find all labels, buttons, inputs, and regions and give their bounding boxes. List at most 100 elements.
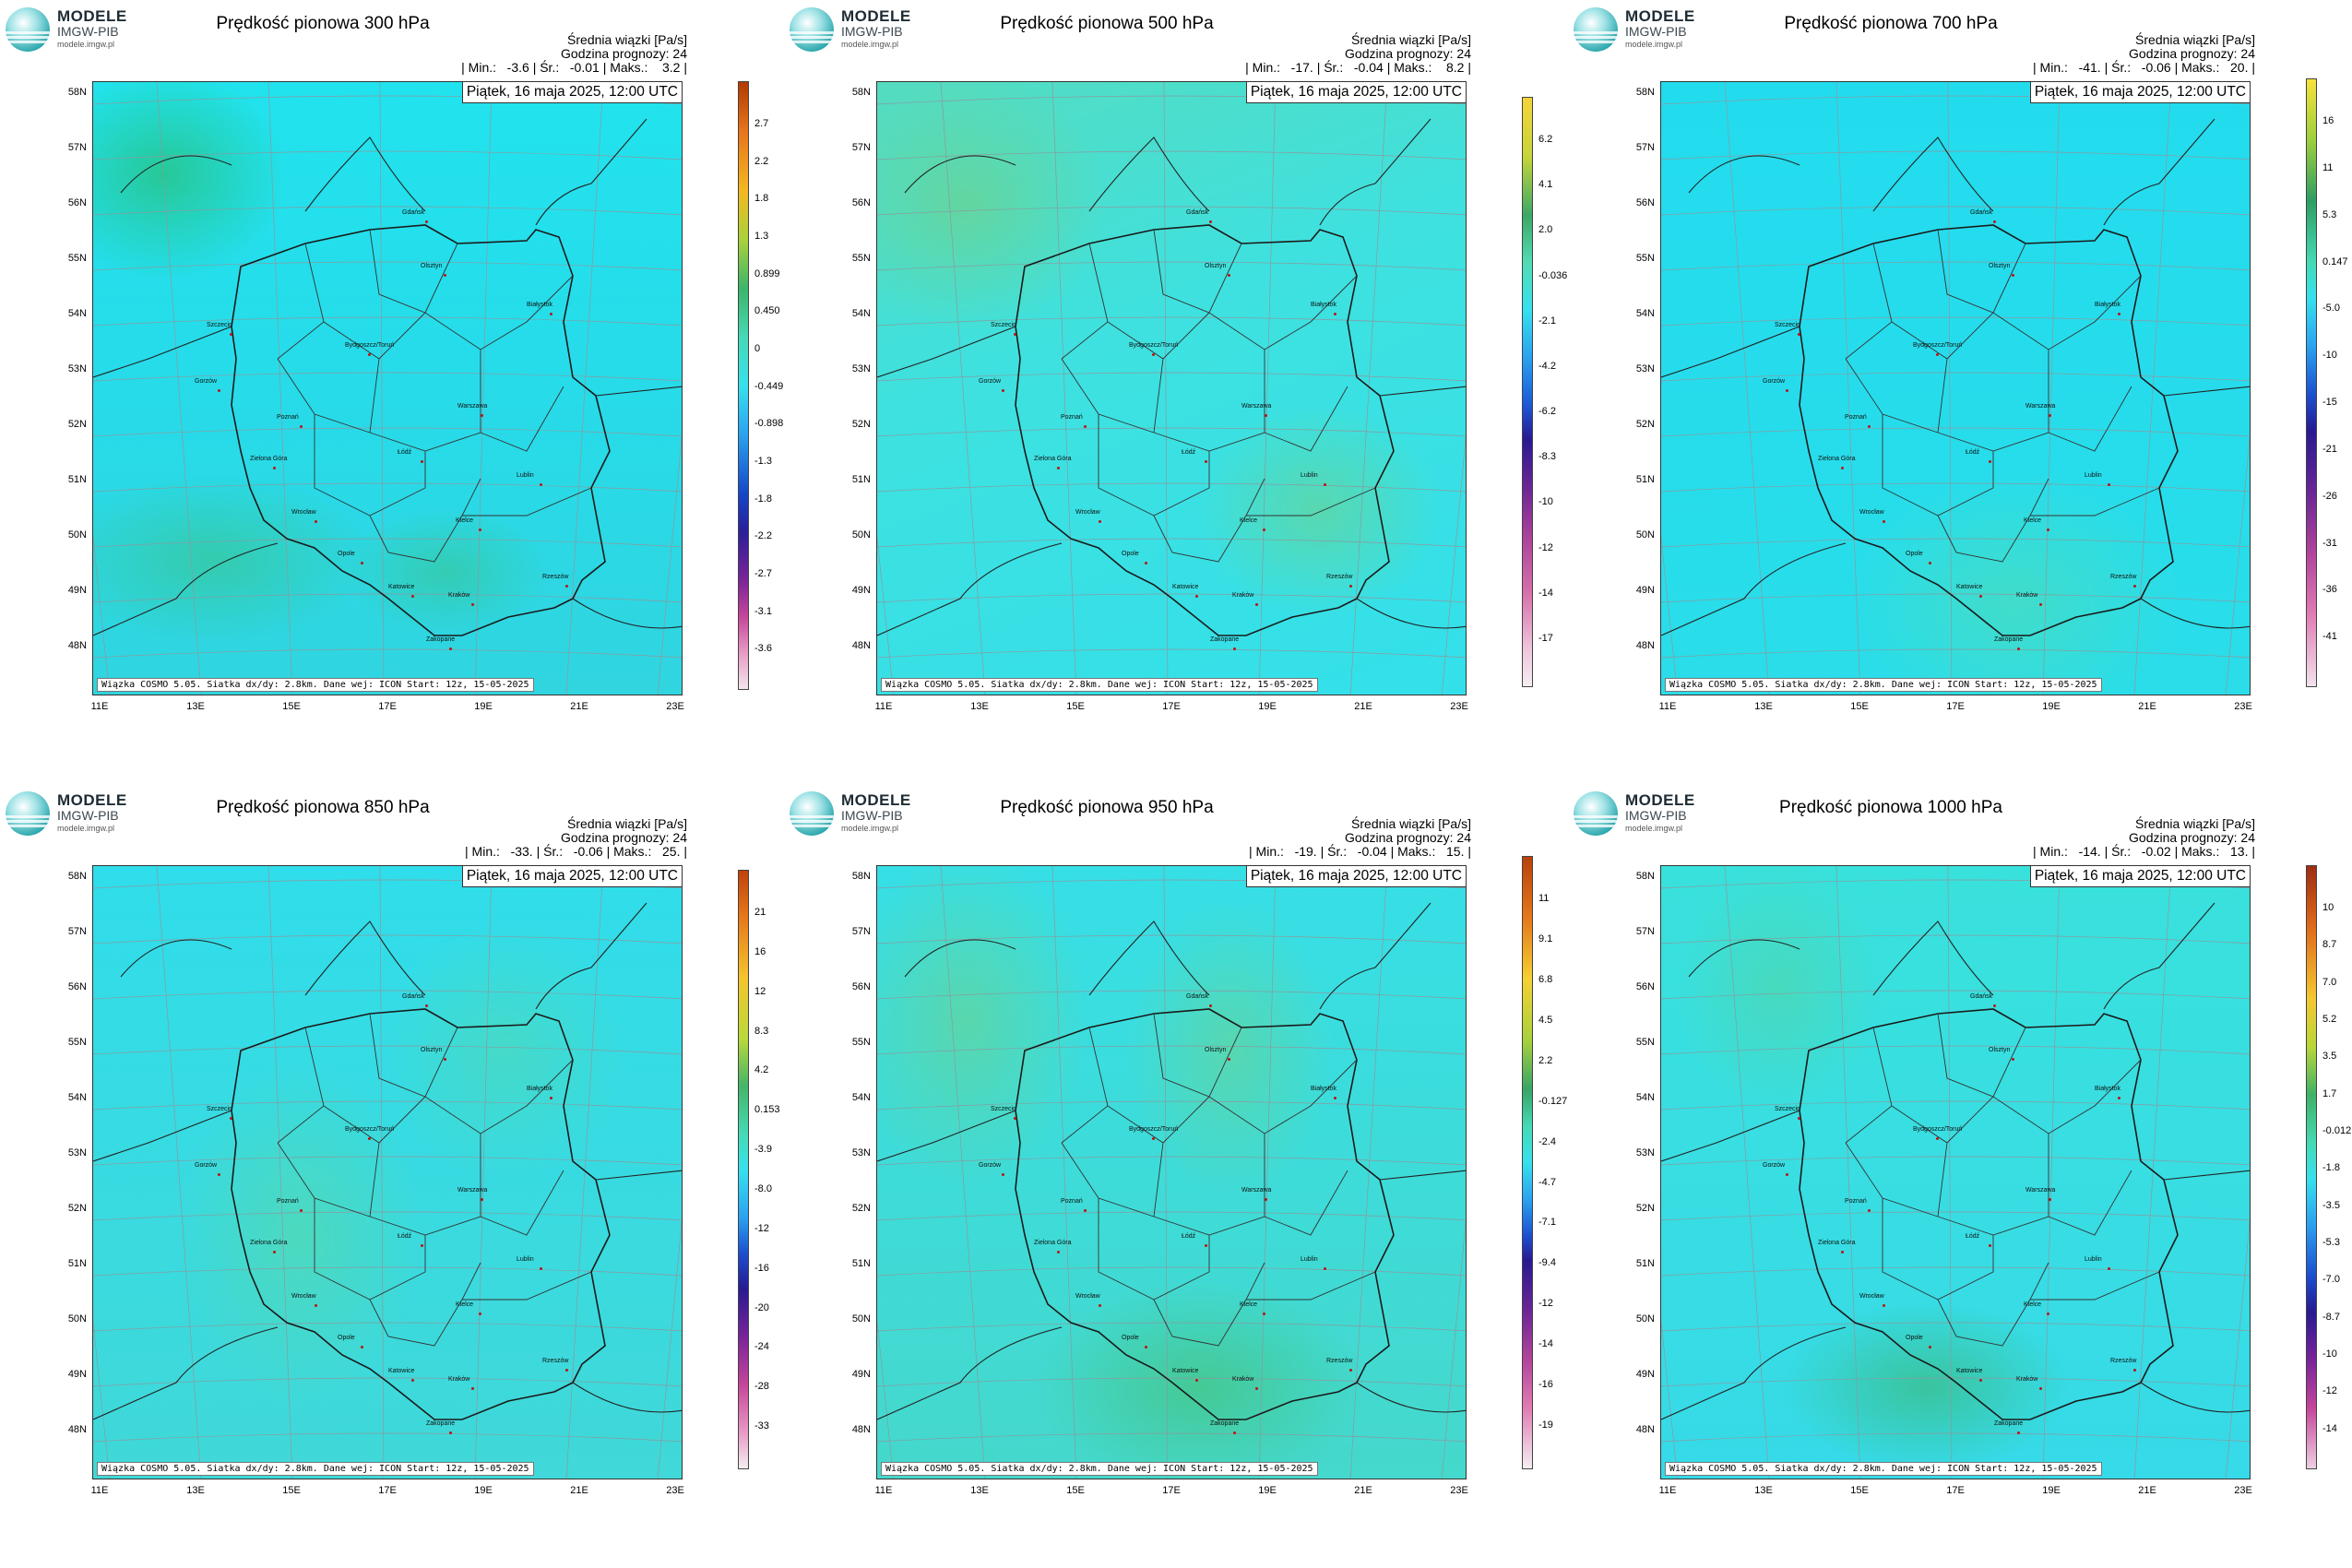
logo-subtitle: IMGW-PIB — [57, 24, 119, 39]
panel-title: Prędkość pionowa 950 hPa — [1000, 798, 1214, 817]
colorbar-tick-label: -9.4 — [1538, 1257, 1556, 1269]
city-marker — [479, 1313, 481, 1315]
colorbar-tick-label: -15 — [2322, 397, 2337, 408]
city-label: Gorzów — [195, 378, 218, 385]
voivodeship-borders — [277, 229, 592, 563]
colorbar — [2306, 865, 2317, 1469]
weather-map[interactable]: Gdańsk Olsztyn Białystok Szczecin Bydgoszcz/… — [92, 81, 683, 695]
colorbar-tick-label: -1.8 — [754, 493, 772, 505]
city-label: Gorzów — [979, 378, 1002, 385]
city-marker — [449, 1431, 452, 1434]
weather-map[interactable]: Gdańsk Olsztyn Białystok Szczecin Bydgoszcz/… — [1660, 865, 2251, 1479]
panel-title: Prędkość pionowa 300 hPa — [216, 14, 430, 33]
city-label: Opole — [338, 551, 355, 557]
city-label: Lublin — [2085, 1256, 2102, 1263]
city-label: Łódź — [398, 1233, 412, 1240]
city-marker — [1868, 425, 1871, 428]
coastline-and-borders — [93, 902, 682, 1420]
latitude-gridline — [93, 1211, 682, 1221]
colorbar-tick-label: 5.2 — [2322, 1014, 2337, 1025]
latitude-label: 48N — [67, 640, 87, 651]
latitude-label: 56N — [67, 197, 87, 208]
latitude-gridline — [1661, 1045, 2250, 1055]
latitude-gridline — [1661, 934, 2250, 944]
country-border-poland — [1799, 224, 2179, 636]
latitude-gridline — [877, 150, 1466, 160]
longitude-gridline — [1661, 1319, 1679, 1479]
weather-map[interactable]: Gdańsk Olsztyn Białystok Szczecin Bydgoszcz/… — [92, 865, 683, 1479]
country-border-poland — [1015, 1008, 1395, 1420]
latitude-gridline — [877, 427, 1466, 437]
latitude-gridline — [93, 206, 682, 216]
city-label: Bydgoszcz/Toruń — [1913, 342, 1963, 349]
map-panel: MODELE IMGW-PIB modele.imgw.pl Prędkość pio… — [784, 0, 1568, 784]
longitude-gridline — [877, 1319, 895, 1479]
longitude-label: 19E — [2042, 701, 2061, 712]
city-marker — [1209, 1004, 1212, 1007]
longitude-gridline — [1051, 82, 1077, 695]
colorbar-tick-label: -16 — [1538, 1379, 1553, 1391]
imgw-logo[interactable]: MODELE IMGW-PIB modele.imgw.pl — [790, 791, 946, 837]
city-label: Opole — [1906, 551, 1923, 557]
city-marker — [1324, 1267, 1326, 1270]
weather-map[interactable]: Gdańsk Olsztyn Białystok Szczecin Bydgoszcz/… — [876, 81, 1467, 695]
city-label: Bydgoszcz/Toruń — [1129, 1126, 1179, 1133]
imgw-globe-logo-icon — [790, 7, 834, 52]
forecast-hour: Godzina prognozy: 24 — [2129, 830, 2255, 845]
city-label: Białystok — [2095, 1086, 2121, 1092]
city-marker — [1798, 333, 1800, 336]
imgw-logo[interactable]: MODELE IMGW-PIB modele.imgw.pl — [6, 791, 162, 837]
city-label: Olsztyn — [1205, 263, 1227, 269]
colorbar-tick-label: -36 — [2322, 584, 2337, 596]
longitude-label: 21E — [570, 701, 588, 712]
latitude-gridline — [877, 1156, 1466, 1166]
imgw-logo[interactable]: MODELE IMGW-PIB modele.imgw.pl — [6, 7, 162, 53]
forecast-hour: Godzina prognozy: 24 — [1345, 830, 1471, 845]
imgw-logo[interactable]: MODELE IMGW-PIB modele.imgw.pl — [790, 7, 946, 53]
weather-map[interactable]: Gdańsk Olsztyn Białystok Szczecin Bydgoszcz/… — [876, 865, 1467, 1479]
longitude-gridline — [940, 866, 986, 1479]
colorbar-tick-label: -3.9 — [754, 1144, 772, 1156]
logo-subtitle: IMGW-PIB — [841, 24, 903, 39]
city-label: Gorzów — [1763, 1162, 1786, 1169]
city-label: Zakopane — [1994, 1420, 2024, 1427]
colorbar-tick-label: -19 — [1538, 1420, 1553, 1431]
city-marker — [2012, 274, 2014, 277]
city-marker — [1798, 1117, 1800, 1120]
latitude-label: 52N — [851, 1203, 871, 1214]
city-marker — [444, 274, 446, 277]
latitude-gridline — [1661, 1211, 2250, 1221]
city-marker — [300, 1209, 303, 1212]
weather-map[interactable]: Gdańsk Olsztyn Białystok Szczecin Bydgoszcz/… — [1660, 81, 2251, 695]
city-label: Warszawa — [457, 403, 488, 410]
longitude-gridline — [1349, 866, 1388, 1479]
logo-subtitle: IMGW-PIB — [1625, 24, 1687, 39]
latitude-label: 49N — [67, 585, 87, 596]
city-marker — [425, 1004, 428, 1007]
colorbar-tick-label: -3.1 — [754, 605, 772, 617]
city-label: Szczecin — [207, 1106, 233, 1112]
map-overlay — [877, 866, 1466, 1479]
city-marker — [1099, 520, 1101, 523]
latitude-gridline — [1661, 372, 2250, 382]
city-label: Zielona Góra — [1034, 1240, 1072, 1246]
latitude-label: 56N — [851, 197, 871, 208]
latitude-gridline — [877, 1432, 1466, 1443]
latitude-gridline — [93, 261, 682, 271]
panel-title: Prędkość pionowa 700 hPa — [1784, 14, 1998, 33]
imgw-logo[interactable]: MODELE IMGW-PIB modele.imgw.pl — [1574, 791, 1730, 837]
imgw-globe-logo-icon — [1574, 7, 1618, 52]
city-label: Katowice — [1172, 1368, 1199, 1374]
latitude-label: 58N — [67, 87, 87, 98]
longitude-gridline — [1947, 866, 1953, 1479]
city-label: Białystok — [527, 1086, 553, 1092]
city-label: Zakopane — [426, 1420, 456, 1427]
imgw-logo[interactable]: MODELE IMGW-PIB modele.imgw.pl — [1574, 7, 1730, 53]
colorbar-tick-label: -8.0 — [754, 1183, 772, 1194]
city-label: Kielce — [2024, 1301, 2042, 1308]
city-marker — [1145, 562, 1147, 564]
city-label: Zakopane — [1210, 1420, 1240, 1427]
forecast-hour: Godzina prognozy: 24 — [1345, 46, 1471, 61]
colorbar-tick-label: -12 — [754, 1222, 769, 1234]
longitude-gridline — [2042, 866, 2061, 1479]
